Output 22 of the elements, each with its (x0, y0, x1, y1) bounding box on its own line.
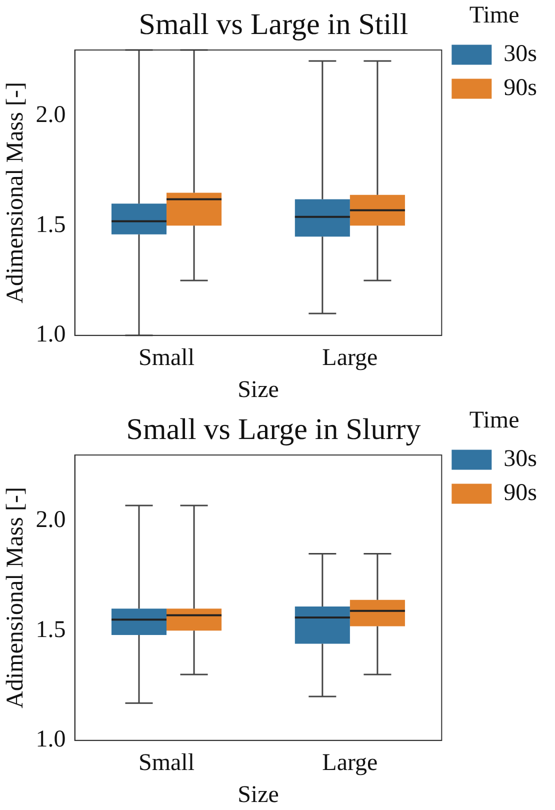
chart-title: Small vs Large in Still (138, 8, 408, 41)
x-tick-label: Large (322, 345, 378, 372)
x-axis-title: Size (238, 376, 279, 403)
legend-title: Time (469, 407, 520, 434)
y-tick-label: 1.5 (36, 616, 66, 643)
y-tick-label: 1.5 (36, 212, 66, 238)
y-tick-label: 1.0 (36, 726, 66, 753)
x-tick-label: Large (322, 750, 378, 776)
y-axis-title: Adimensional Mass [-] (2, 82, 29, 304)
y-tick-label: 2.0 (36, 507, 66, 534)
legend-label: 90s (504, 75, 538, 102)
y-axis-title: Adimensional Mass [-] (2, 487, 29, 708)
legend-label: 30s (504, 41, 538, 68)
chart-title: Small vs Large in Slurry (126, 412, 421, 446)
y-tick-label: 1.0 (36, 322, 66, 348)
legend-title: Time (469, 2, 520, 28)
x-axis-title: Size (238, 782, 279, 808)
y-tick-label: 2.0 (36, 102, 66, 128)
x-tick-label: Small (138, 345, 195, 372)
legend-label: 90s (504, 480, 538, 506)
x-tick-label: Small (138, 750, 195, 776)
legend-label: 30s (504, 446, 538, 472)
